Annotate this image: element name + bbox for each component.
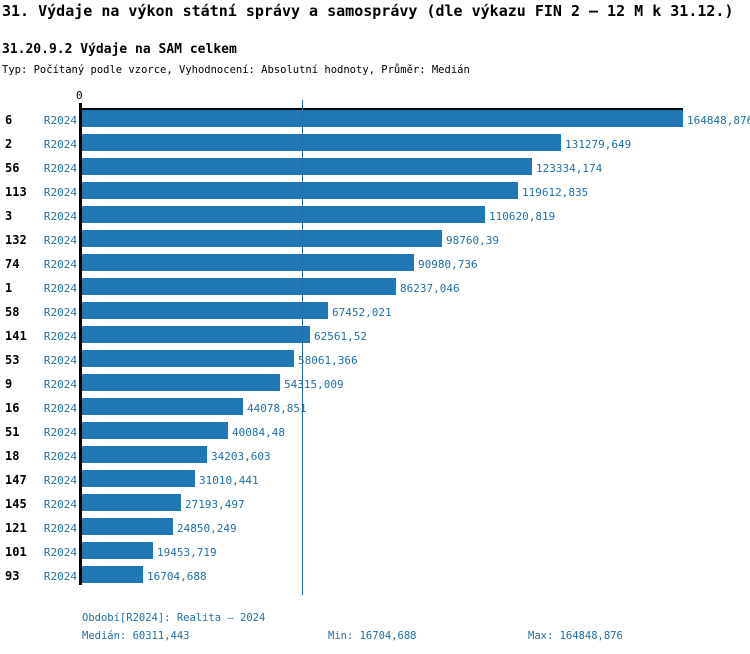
footer-max-label: Max: 164848,876 — [528, 630, 623, 642]
bar[interactable] — [82, 374, 280, 391]
chart-subtitle: 31.20.9.2 Výdaje na SAM celkem — [2, 42, 237, 57]
row-rank-label: 145 — [5, 497, 27, 511]
row-series-label: R2024 — [43, 354, 77, 367]
row-series-label: R2024 — [43, 258, 77, 271]
bar[interactable] — [82, 470, 195, 487]
row-series-label: R2024 — [43, 330, 77, 343]
row-rank-label: 51 — [5, 425, 20, 439]
bar-value-label: 27193,497 — [185, 498, 245, 511]
row-series-label: R2024 — [43, 186, 77, 199]
row-rank-label: 147 — [5, 473, 27, 487]
row-rank-label: 1 — [5, 281, 13, 295]
bar[interactable] — [82, 398, 243, 415]
bar[interactable] — [82, 134, 561, 151]
axis-top-line — [80, 108, 683, 110]
bar[interactable] — [82, 350, 294, 367]
row-series-label: R2024 — [43, 162, 77, 175]
bar-value-label: 24850,249 — [177, 522, 237, 535]
bar[interactable] — [82, 446, 207, 463]
bar-value-label: 131279,649 — [565, 138, 632, 151]
row-series-label: R2024 — [43, 234, 77, 247]
bar-value-label: 19453,719 — [157, 546, 217, 559]
bar[interactable] — [82, 542, 153, 559]
axis-zero-vertical-line — [79, 108, 82, 585]
row-rank-label: 132 — [5, 233, 27, 247]
bar[interactable] — [82, 422, 228, 439]
bar-value-label: 110620,819 — [489, 210, 556, 223]
bar-value-label: 34203,603 — [211, 450, 271, 463]
row-series-label: R2024 — [43, 402, 77, 415]
bar-value-label: 67452,021 — [332, 306, 392, 319]
row-series-label: R2024 — [43, 210, 77, 223]
row-series-label: R2024 — [43, 450, 77, 463]
page-title: 31. Výdaje na výkon státní správy a samo… — [2, 2, 734, 20]
chart-meta-line: Typ: Počítaný podle vzorce, Vyhodnocení:… — [2, 64, 470, 76]
axis-zero-tick-mark — [79, 103, 82, 108]
bar[interactable] — [82, 110, 683, 127]
bar[interactable] — [82, 254, 414, 271]
bar[interactable] — [82, 494, 181, 511]
bar-value-label: 123334,174 — [536, 162, 603, 175]
bar[interactable] — [82, 278, 396, 295]
row-rank-label: 141 — [5, 329, 27, 343]
row-series-label: R2024 — [43, 378, 77, 391]
bar-value-label: 86237,046 — [400, 282, 460, 295]
row-series-label: R2024 — [43, 546, 77, 559]
row-series-label: R2024 — [43, 570, 77, 583]
row-series-label: R2024 — [43, 522, 77, 535]
bar-value-label: 40084,48 — [232, 426, 285, 439]
footer-min-label: Min: 16704,688 — [328, 630, 417, 642]
footer-period-label: Období[R2024]: Realita – 2024 — [82, 612, 266, 624]
bar[interactable] — [82, 230, 442, 247]
bar[interactable] — [82, 302, 328, 319]
row-series-label: R2024 — [43, 282, 77, 295]
median-gridline — [302, 100, 303, 595]
bar[interactable] — [82, 566, 143, 583]
bar[interactable] — [82, 326, 310, 343]
row-rank-label: 56 — [5, 161, 20, 175]
row-rank-label: 58 — [5, 305, 20, 319]
bar[interactable] — [82, 518, 173, 535]
row-rank-label: 9 — [5, 377, 13, 391]
bar-value-label: 62561,52 — [314, 330, 367, 343]
bar-value-label: 44078,851 — [247, 402, 307, 415]
axis-zero-tick-label: 0 — [76, 89, 83, 102]
row-rank-label: 74 — [5, 257, 20, 271]
row-rank-label: 53 — [5, 353, 20, 367]
row-rank-label: 2 — [5, 137, 13, 151]
bar[interactable] — [82, 158, 532, 175]
bar[interactable] — [82, 182, 518, 199]
row-rank-label: 16 — [5, 401, 20, 415]
row-series-label: R2024 — [43, 138, 77, 151]
bar-value-label: 98760,39 — [446, 234, 499, 247]
bar-value-label: 54315,009 — [284, 378, 344, 391]
row-rank-label: 121 — [5, 521, 27, 535]
row-rank-label: 93 — [5, 569, 20, 583]
bar-value-label: 164848,876 — [687, 114, 750, 127]
footer-median-label: Medián: 60311,443 — [82, 630, 190, 642]
bar-value-label: 31010,441 — [199, 474, 259, 487]
bar-value-label: 90980,736 — [418, 258, 478, 271]
row-series-label: R2024 — [43, 306, 77, 319]
row-rank-label: 101 — [5, 545, 27, 559]
row-rank-label: 3 — [5, 209, 13, 223]
row-series-label: R2024 — [43, 498, 77, 511]
row-series-label: R2024 — [43, 426, 77, 439]
row-rank-label: 6 — [5, 113, 13, 127]
row-rank-label: 18 — [5, 449, 20, 463]
row-series-label: R2024 — [43, 114, 77, 127]
bar-value-label: 16704,688 — [147, 570, 207, 583]
bar-value-label: 58061,366 — [298, 354, 358, 367]
row-rank-label: 113 — [5, 185, 27, 199]
bar-value-label: 119612,835 — [522, 186, 589, 199]
bar[interactable] — [82, 206, 485, 223]
row-series-label: R2024 — [43, 474, 77, 487]
